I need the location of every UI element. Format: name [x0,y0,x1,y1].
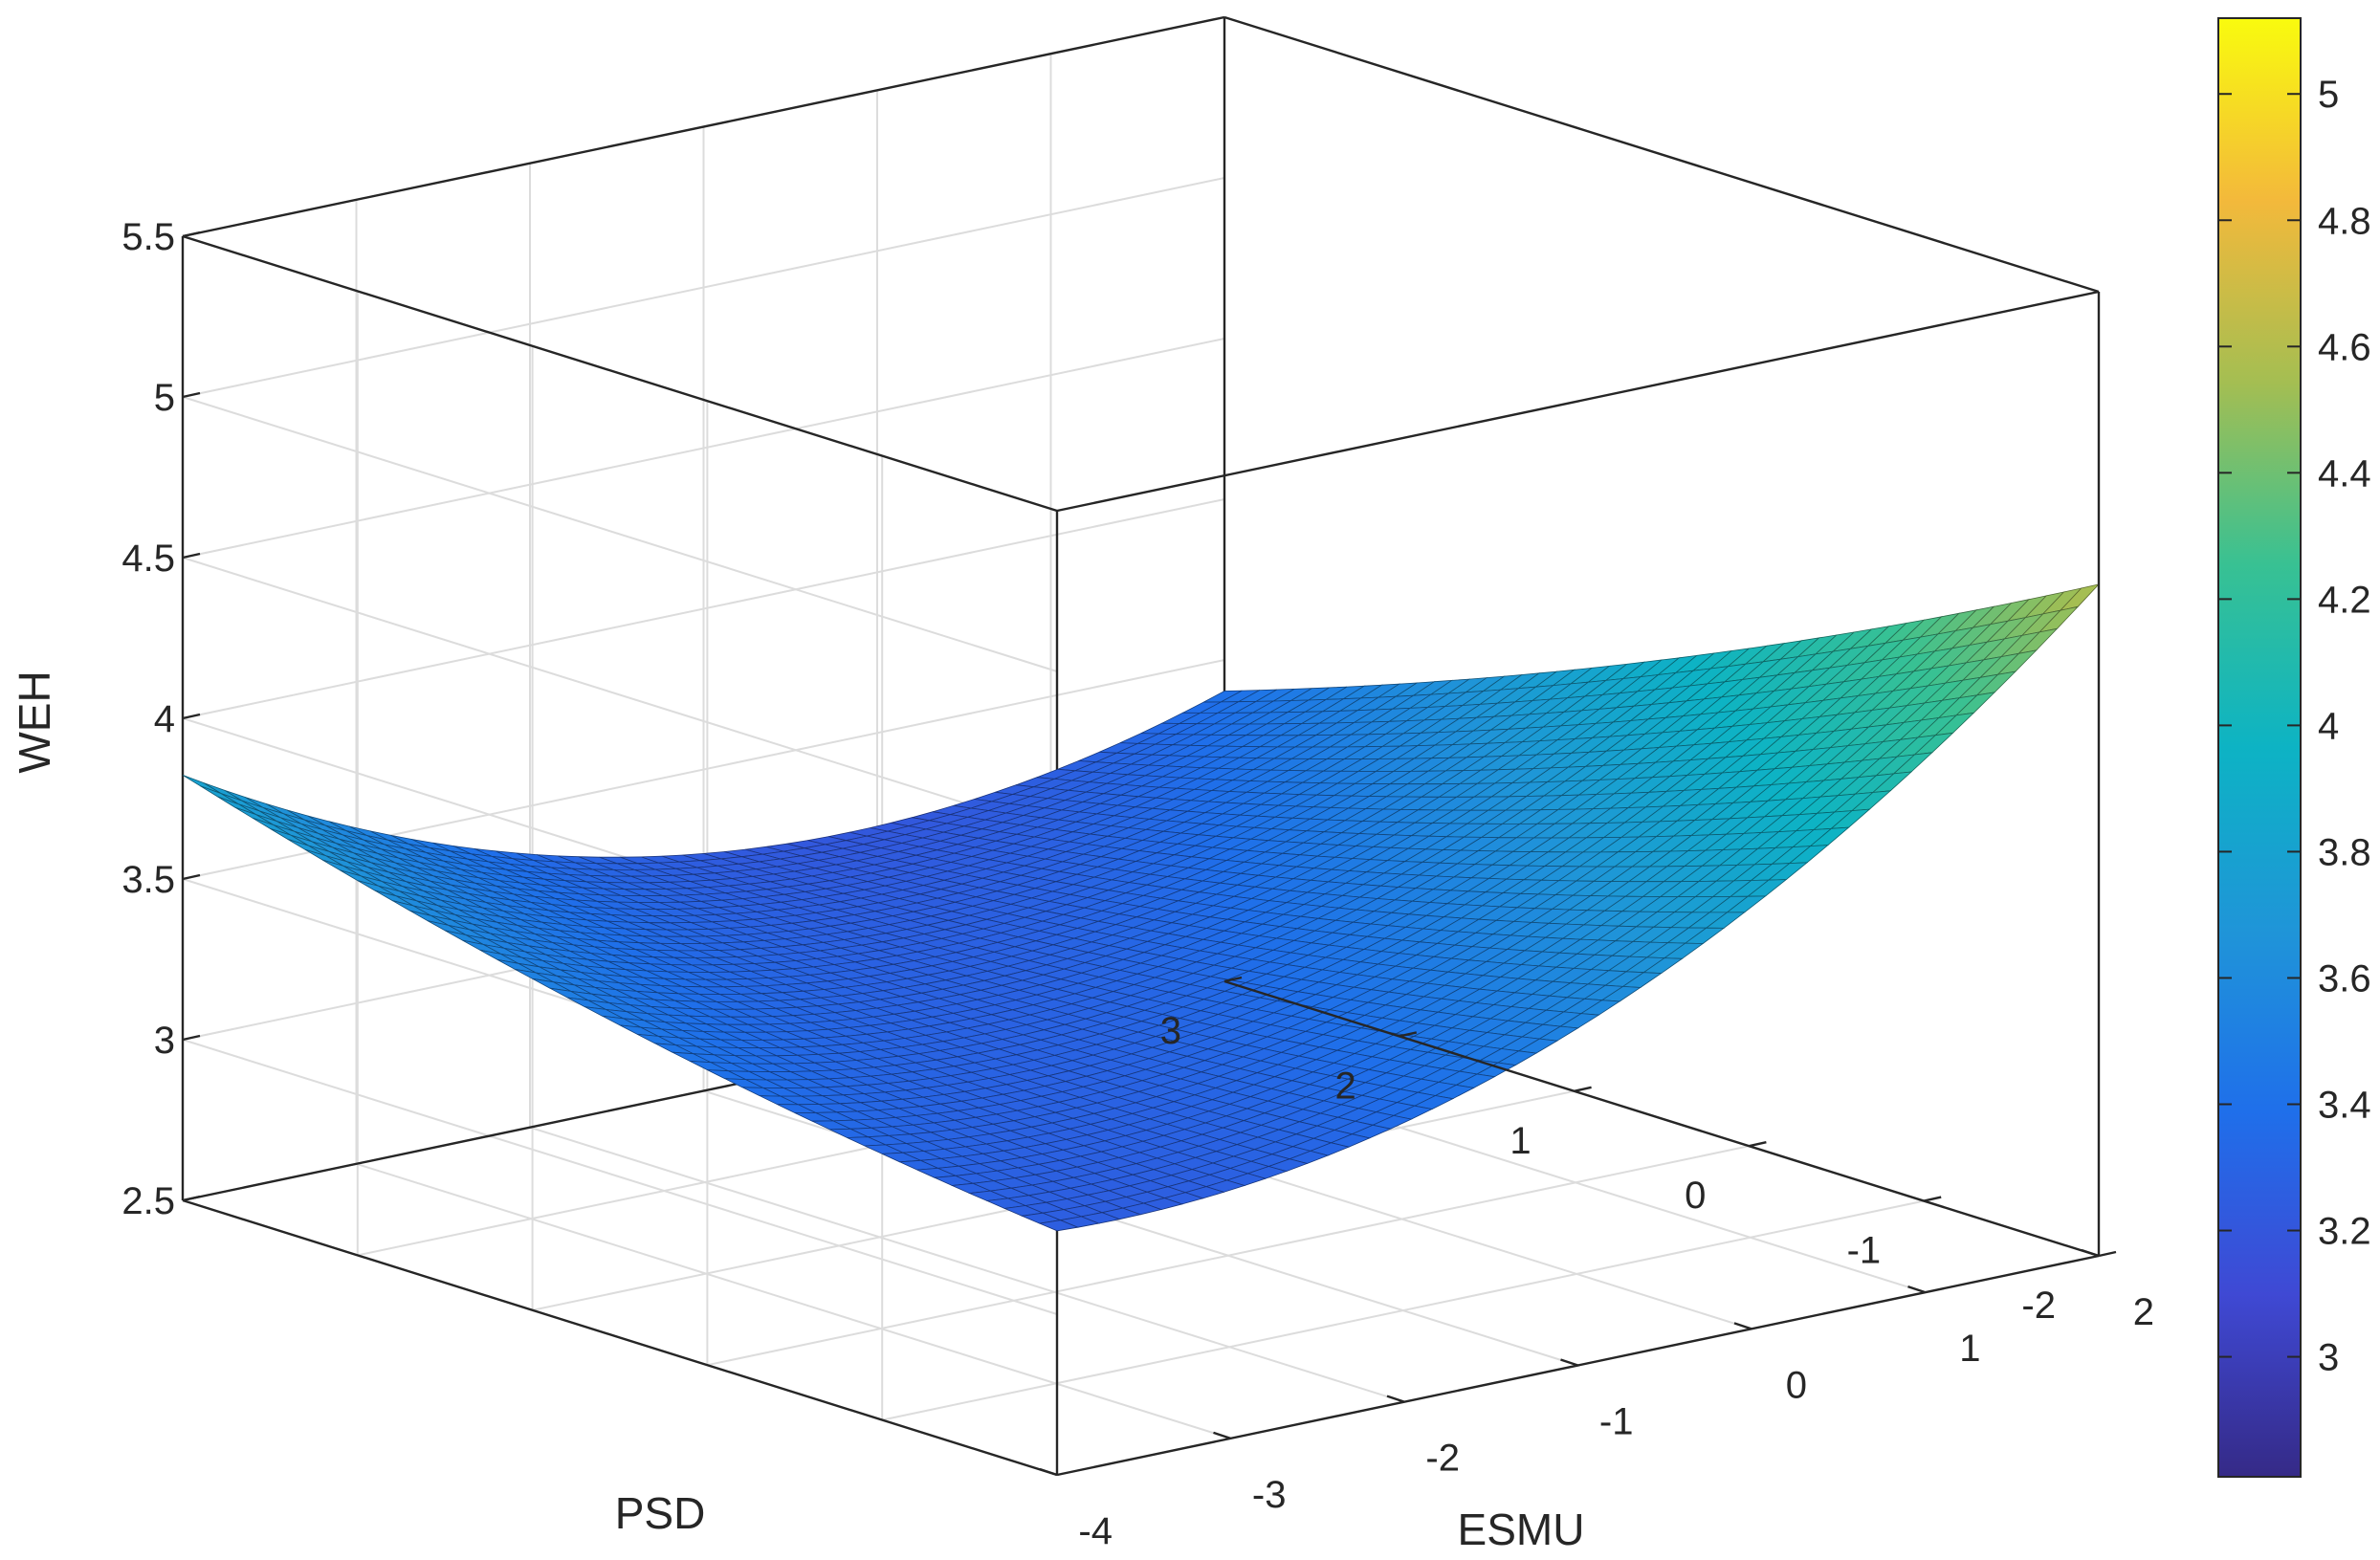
z-tick-label: 5 [154,377,175,419]
front-box-edge [1223,979,2100,1258]
x-tick-mark [1907,1285,1926,1294]
z-tick-mark [182,231,201,238]
surface-patch [182,775,222,794]
colorbar-tick-label: 4 [2318,705,2339,747]
z-tick-label: 4 [154,698,175,740]
z-tick-label: 3.5 [121,859,175,901]
y-tick-mark [1574,1086,1592,1092]
front-box-edge [1223,15,2100,294]
y-tick-label: 3 [1160,1010,1181,1052]
surface-patch [1038,1219,1080,1232]
x-tick-label: 2 [2133,1291,2154,1333]
back-box-edge [182,234,1058,513]
y-tick-mark [1749,1141,1767,1148]
z-tick-mark [182,713,201,720]
y-tick-mark [2098,1250,2117,1258]
colorbar-tick-label: 4.6 [2318,326,2371,368]
colorbar-tick-label: 4.2 [2318,579,2371,621]
y-axis-label: PSD [615,1488,706,1538]
y-tick-label: 2 [1335,1065,1356,1107]
surface-mesh [182,583,2101,1232]
colorbar: 3 3.2 3.4 3.6 3.8 4 4.2 4.4 4.6 4.8 5 [2217,17,2371,1478]
side-wall-grid-line [182,1039,1058,1315]
x-tick-label: -2 [1425,1438,1460,1480]
y-tick-label: -1 [1847,1230,1882,1272]
x-tick-mark [1039,1467,1058,1477]
colorbar-tick-label: 5 [2318,74,2339,116]
x-tick-label: -4 [1078,1510,1113,1552]
x-tick-mark [1213,1431,1231,1439]
colorbar-tick-label: 3.2 [2318,1211,2371,1253]
axis-ticks: -4 -3 -2 -1 0 1 2 -2 -1 0 1 2 3 2.5 3 3.5 4 4.5 5 5.5 [121,216,2154,1552]
x-tick-mark [2081,1248,2100,1258]
back-box-edge [182,15,1225,238]
colorbar-tick-label: 3 [2318,1337,2339,1379]
x-tick-label: -3 [1252,1474,1287,1516]
z-tick-label: 2.5 [121,1180,175,1222]
z-axis-label: WEH [10,670,59,773]
front-box-edge [1056,290,2100,513]
z-tick-label: 3 [154,1020,175,1062]
z-tick-mark [182,391,201,399]
floor-grid-line [529,1126,1405,1403]
z-tick-label: 5.5 [121,216,175,258]
z-tick-label: 4.5 [121,538,175,580]
y-tick-mark [1399,1031,1418,1038]
y-tick-label: 1 [1510,1120,1531,1162]
colorbar-tick-label: 3.4 [2318,1084,2371,1126]
y-tick-mark [1223,976,1243,983]
colorbar-gradient [2217,17,2302,1478]
back-box-edge [182,1198,1058,1477]
y-tick-mark [1923,1196,1942,1202]
colorbar-tick-label: 3.8 [2318,831,2371,873]
x-tick-mark [1733,1322,1752,1330]
x-axis-label: ESMU [1458,1505,1585,1554]
colorbar-tick-label: 3.6 [2318,957,2371,1000]
x-tick-label: 1 [1959,1328,1980,1370]
back-wall-grid-line [182,498,1225,719]
floor-grid-line [881,1199,1925,1421]
z-tick-mark [182,1195,201,1202]
z-tick-mark [182,1034,201,1042]
x-tick-mark [1386,1395,1405,1403]
back-wall-grid-line [182,177,1225,398]
z-tick-mark [182,873,201,881]
x-tick-mark [1560,1358,1578,1367]
y-tick-label: -2 [2021,1285,2056,1327]
colorbar-tick-label: 4.4 [2318,452,2371,494]
side-wall-grid-line [182,396,1058,672]
floor-grid-line [356,1162,1231,1439]
y-tick-label: 0 [1685,1175,1706,1217]
side-wall-grid-line [182,557,1058,833]
floor-grid-line [707,1145,1750,1367]
z-tick-mark [182,552,201,560]
x-tick-label: 0 [1786,1364,1807,1406]
back-wall-grid-line [182,338,1225,559]
colorbar-tick-label: 4.8 [2318,200,2371,242]
x-tick-label: -1 [1599,1401,1634,1443]
